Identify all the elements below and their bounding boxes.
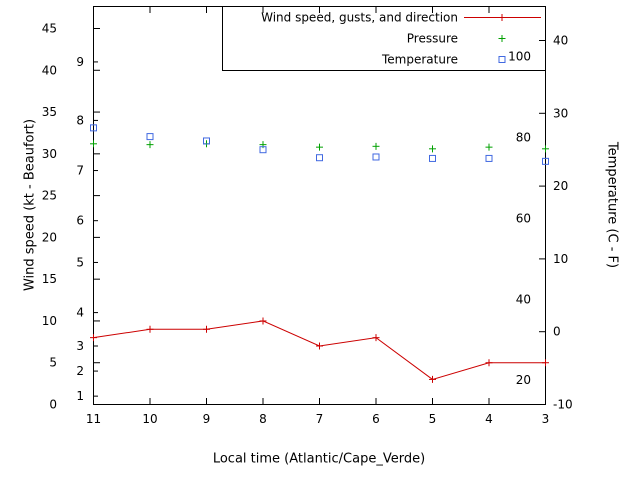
svg-text:5: 5 xyxy=(429,412,437,426)
svg-text:40: 40 xyxy=(516,292,531,306)
svg-text:0: 0 xyxy=(49,398,57,412)
svg-text:30: 30 xyxy=(553,106,568,120)
svg-text:10: 10 xyxy=(142,412,157,426)
svg-text:10: 10 xyxy=(553,252,568,266)
svg-text:40: 40 xyxy=(42,63,57,77)
svg-text:8: 8 xyxy=(76,113,84,127)
svg-text:60: 60 xyxy=(516,211,531,225)
right-axis-title: Temperature (C - F) xyxy=(604,141,620,269)
svg-text:9: 9 xyxy=(203,412,211,426)
svg-text:3: 3 xyxy=(542,412,550,426)
svg-text:Temperature: Temperature xyxy=(381,53,458,67)
svg-text:35: 35 xyxy=(42,105,57,119)
svg-text:6: 6 xyxy=(372,412,380,426)
svg-text:100: 100 xyxy=(508,50,531,64)
svg-text:80: 80 xyxy=(516,131,531,145)
svg-text:-10: -10 xyxy=(553,398,573,412)
x-axis-title: Local time (Atlantic/Cape_Verde) xyxy=(212,451,426,467)
svg-text:20: 20 xyxy=(516,373,531,387)
svg-text:5: 5 xyxy=(49,356,57,370)
svg-text:40: 40 xyxy=(553,34,568,48)
svg-text:15: 15 xyxy=(42,272,57,286)
svg-text:0: 0 xyxy=(553,325,561,339)
svg-text:7: 7 xyxy=(76,164,84,178)
svg-text:20: 20 xyxy=(42,230,57,244)
svg-text:2: 2 xyxy=(76,364,84,378)
svg-text:5: 5 xyxy=(76,255,84,269)
svg-text:3: 3 xyxy=(76,339,84,353)
svg-text:Wind speed, gusts, and directi: Wind speed, gusts, and direction xyxy=(261,11,458,25)
left-axis-title: Wind speed (kt - Beaufort) xyxy=(22,118,38,292)
svg-text:6: 6 xyxy=(76,214,84,228)
svg-text:10: 10 xyxy=(42,314,57,328)
svg-text:45: 45 xyxy=(42,22,57,36)
svg-text:8: 8 xyxy=(259,412,267,426)
svg-text:1: 1 xyxy=(76,389,84,403)
svg-text:25: 25 xyxy=(42,189,57,203)
svg-text:9: 9 xyxy=(76,55,84,69)
svg-text:20: 20 xyxy=(553,179,568,193)
svg-text:30: 30 xyxy=(42,147,57,161)
svg-text:4: 4 xyxy=(76,306,84,320)
svg-text:Pressure: Pressure xyxy=(407,32,458,46)
svg-text:4: 4 xyxy=(485,412,493,426)
svg-text:7: 7 xyxy=(316,412,324,426)
svg-text:11: 11 xyxy=(86,412,101,426)
